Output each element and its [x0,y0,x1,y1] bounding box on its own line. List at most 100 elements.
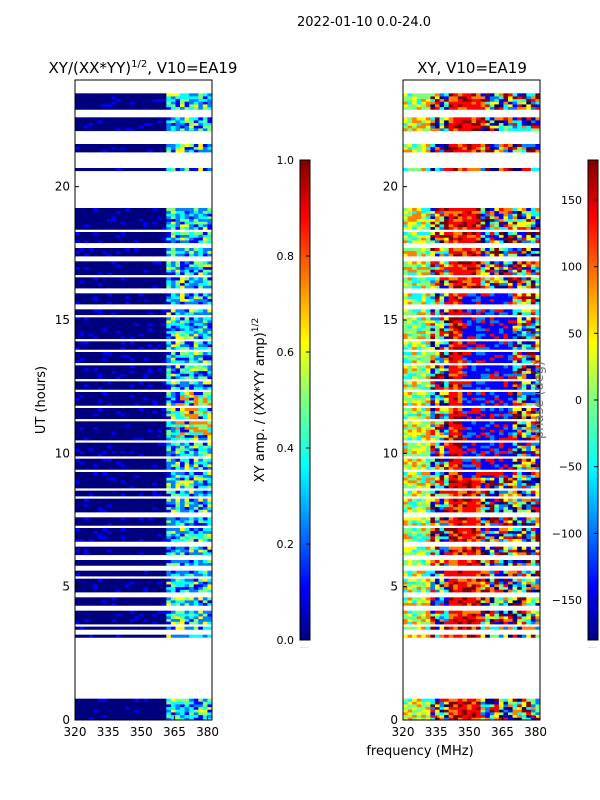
amplitude-cell [97,578,103,582]
amplitude-cell [175,104,181,108]
amplitude-cell [102,261,108,265]
amplitude-cell [152,365,158,369]
amplitude-cell [134,224,140,228]
amplitude-cell [75,402,80,406]
amplitude-cell [157,464,163,468]
amplitude-cell [75,272,80,276]
amplitude-cell [106,432,112,436]
amplitude-cell [184,586,190,590]
amplitude-cell [97,384,103,388]
amplitude-cell [193,466,199,470]
amplitude-cell [84,448,89,452]
amplitude-cell [97,546,103,550]
amplitude-y-tick-label: 20 [55,180,70,194]
amplitude-cell [207,597,213,601]
amplitude-cell [93,464,99,468]
amplitude-cell [88,413,94,417]
amplitude-cell [88,93,94,97]
amplitude-cell [207,344,213,348]
amplitude-cell [116,277,121,281]
amplitude-cell [184,597,190,601]
amplitude-cell [152,98,158,102]
amplitude-cell [180,336,185,340]
phase-cell [521,701,527,705]
amplitude-cell [125,712,131,716]
amplitude-cell [93,472,99,476]
amplitude-cell [148,352,153,356]
amplitude-cell [148,584,153,588]
amplitude-cell [102,600,108,604]
amplitude-cell [157,573,163,577]
amplitude-y-label: UT (hours) [34,366,49,434]
phase-cell [412,709,417,713]
amplitude-cell [189,410,195,414]
phase-cell [503,616,509,620]
amplitude-cell [88,210,94,214]
amplitude-cell [193,309,199,313]
amplitude-cell [148,634,153,638]
amplitude-cell [170,600,176,604]
phase-cell [448,712,454,716]
amplitude-cell [148,370,153,374]
amplitude-cell [88,485,94,489]
amplitude-cell [189,232,195,236]
amplitude-cell [148,272,153,276]
phase-cell [517,709,523,713]
amplitude-cell [138,328,144,332]
amplitude-cell [129,125,135,129]
amplitude-cell [157,549,163,553]
amplitude-cell [193,570,199,574]
amplitude-cell [97,602,103,606]
phase-cell [453,698,459,702]
amplitude-cell [116,429,121,433]
amplitude-cell [97,248,103,252]
amplitude-cell [189,272,195,276]
amplitude-cell [116,520,121,524]
amplitude-cell [111,357,117,361]
amplitude-cell [84,120,89,124]
amplitude-cell [97,149,103,153]
amplitude-cell [88,221,94,225]
amplitude-cell [97,344,103,348]
amplitude-cell [152,562,158,566]
amplitude-cell [198,493,204,497]
amplitude-cell [88,146,94,150]
phase-cell [489,634,495,638]
amplitude-cell [75,266,80,270]
amplitude-cell [170,322,176,326]
amplitude-cell [79,397,85,401]
amplitude-cell [161,253,167,257]
amplitude-cell [88,408,94,412]
amplitude-cell [157,354,163,358]
amplitude-cell [198,213,204,217]
amplitude-cell [125,616,131,620]
amplitude-cell [84,317,89,321]
amplitude-cell [125,213,131,217]
amplitude-cell [148,208,153,212]
amplitude-cell [138,450,144,454]
amplitude-cell [193,296,199,300]
amplitude-cell [75,424,80,428]
amplitude-cell [202,498,208,502]
amplitude-cell [184,437,190,441]
amplitude-cell [84,509,89,513]
phase-cell [471,584,477,588]
amplitude-cell [180,224,185,228]
amplitude-cell [161,320,167,324]
amplitude-cell [180,701,185,705]
phase-cell [503,712,509,716]
amplitude-cell [180,490,185,494]
phase-cell [512,589,518,593]
amplitude-cell [152,536,158,540]
amplitude-cell [79,472,85,476]
amplitude-cell [198,280,204,284]
amplitude-cell [120,714,126,718]
amplitude-cell [152,429,158,433]
amplitude-cell [184,266,190,270]
amplitude-cell [198,298,204,302]
phase-cell [494,704,500,708]
amplitude-cell [120,344,126,348]
amplitude-cell [93,616,99,620]
amplitude-cell [84,522,89,526]
phase-cell [425,626,431,630]
